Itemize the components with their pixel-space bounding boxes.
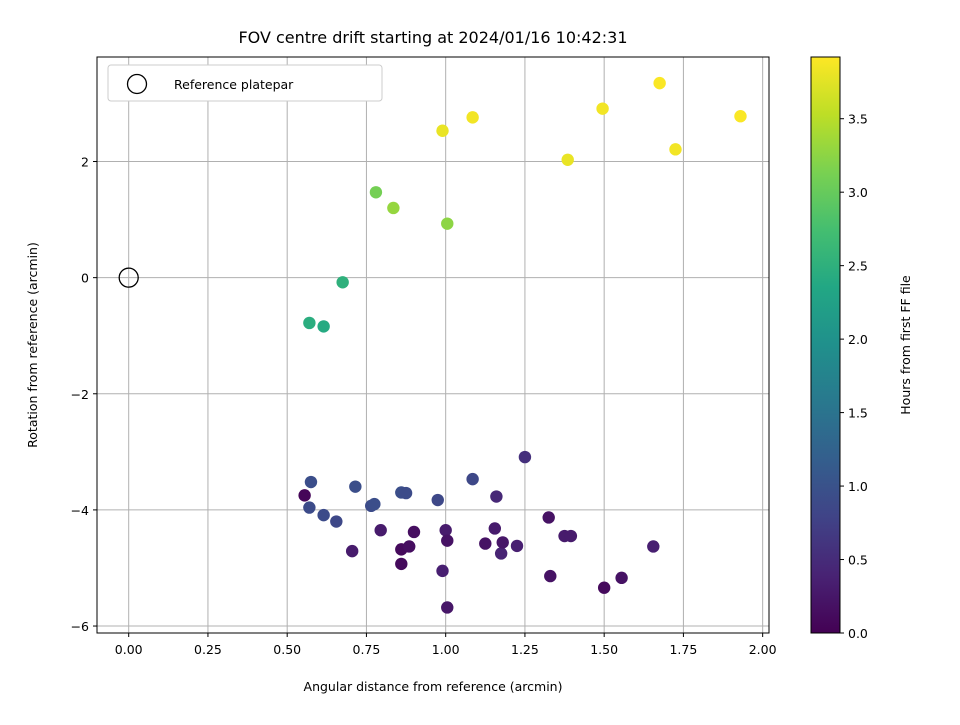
legend-entry-label: Reference platepar bbox=[174, 77, 294, 92]
scatter-point bbox=[441, 534, 454, 547]
scatter-point bbox=[395, 557, 408, 571]
scatter-point bbox=[336, 276, 349, 289]
colorbar-tick-label: 2.5 bbox=[848, 259, 868, 274]
scatter-point bbox=[304, 475, 318, 489]
y-tick-label: 0 bbox=[81, 271, 89, 286]
scatter-point bbox=[518, 450, 532, 464]
scatter-point bbox=[564, 529, 578, 543]
colorbar-ticks: 0.0 0.5 1.0 1.5 2.0 2.5 3.0 3.5 bbox=[840, 112, 868, 641]
x-tick-label: 0.25 bbox=[194, 642, 222, 657]
x-tick-label: 2.00 bbox=[749, 642, 777, 657]
scatter-point bbox=[597, 581, 611, 594]
scatter-point bbox=[615, 571, 628, 585]
scatter-point bbox=[466, 111, 479, 124]
plot-frame bbox=[96, 56, 770, 634]
scatter-points bbox=[298, 76, 747, 614]
scatter-point bbox=[298, 489, 311, 502]
y-tick-label: −6 bbox=[71, 619, 89, 634]
colorbar-tick-label: 3.5 bbox=[848, 112, 868, 127]
legend-open-circle-icon bbox=[126, 73, 148, 95]
x-axis-label: Angular distance from reference (arcmin) bbox=[304, 679, 563, 694]
scatter-point bbox=[466, 472, 479, 486]
scatter-point bbox=[669, 143, 682, 156]
scatter-point bbox=[596, 102, 609, 115]
reference-point bbox=[118, 267, 139, 288]
scatter-point bbox=[317, 508, 330, 522]
scatter-point bbox=[734, 110, 747, 123]
scatter-point bbox=[441, 217, 454, 230]
colorbar-tick-label: 2.0 bbox=[848, 332, 868, 347]
scatter-point bbox=[431, 493, 444, 507]
scatter-point bbox=[399, 486, 413, 500]
scatter-point bbox=[330, 515, 343, 528]
colorbar-tick-label: 0.5 bbox=[848, 553, 868, 568]
grid-lines bbox=[97, 57, 769, 633]
scatter-point bbox=[436, 124, 449, 137]
scatter-point bbox=[542, 511, 555, 524]
colorbar-label: Hours from first FF file bbox=[898, 275, 913, 415]
scatter-point bbox=[496, 536, 509, 549]
y-tick-label: −4 bbox=[71, 503, 89, 518]
colorbar-tick-label: 3.0 bbox=[848, 185, 868, 200]
scatter-point bbox=[510, 539, 524, 553]
colorbar bbox=[811, 57, 840, 633]
scatter-point bbox=[345, 544, 359, 558]
x-tick-label: 1.75 bbox=[669, 642, 697, 657]
scatter-point bbox=[303, 316, 316, 330]
colorbar-frame bbox=[810, 56, 841, 634]
chart-title: FOV centre drift starting at 2024/01/16 … bbox=[238, 28, 627, 47]
scatter-point bbox=[490, 490, 503, 503]
colorbar-tick-label: 1.5 bbox=[848, 406, 868, 421]
scatter-point bbox=[647, 540, 660, 553]
scatter-point bbox=[387, 201, 400, 215]
y-axis-label: Rotation from reference (arcmin) bbox=[25, 242, 40, 448]
scatter-point bbox=[653, 76, 666, 90]
reference-marker-group bbox=[118, 267, 139, 288]
y-tick-label: 2 bbox=[81, 155, 89, 170]
legend-box bbox=[107, 64, 383, 102]
scatter-point bbox=[439, 524, 452, 537]
scatter-point bbox=[368, 497, 381, 511]
scatter-point bbox=[488, 522, 502, 535]
x-tick-label: 1.25 bbox=[511, 642, 539, 657]
x-tick-label: 0.50 bbox=[273, 642, 301, 657]
scatter-point bbox=[441, 601, 454, 614]
colorbar-tick-label: 0.0 bbox=[848, 626, 868, 641]
scatter-point bbox=[317, 320, 330, 333]
y-tick-label: −2 bbox=[71, 387, 89, 402]
x-tick-label: 1.00 bbox=[432, 642, 460, 657]
legend: Reference platepar bbox=[107, 64, 383, 102]
scatter-point bbox=[374, 524, 387, 537]
y-axis-ticks: −6 −4 −2 0 2 bbox=[71, 155, 97, 634]
scatter-point bbox=[349, 480, 362, 493]
scatter-point bbox=[303, 501, 316, 514]
x-axis-ticks: 0.00 0.25 0.50 0.75 1.00 1.25 1.50 1.75 2.00 bbox=[115, 633, 777, 657]
scatter-point bbox=[479, 537, 492, 550]
scatter-point bbox=[407, 525, 421, 539]
scatter-point bbox=[561, 153, 574, 166]
x-tick-label: 0.75 bbox=[353, 642, 381, 657]
scatter-point bbox=[436, 564, 449, 578]
scatter-point bbox=[544, 569, 557, 583]
x-tick-label: 0.00 bbox=[115, 642, 143, 657]
scatter-point bbox=[403, 540, 416, 553]
scatter-point bbox=[369, 186, 383, 199]
colorbar-tick-label: 1.0 bbox=[848, 479, 868, 494]
scatter-point bbox=[494, 547, 508, 560]
x-tick-label: 1.50 bbox=[590, 642, 618, 657]
